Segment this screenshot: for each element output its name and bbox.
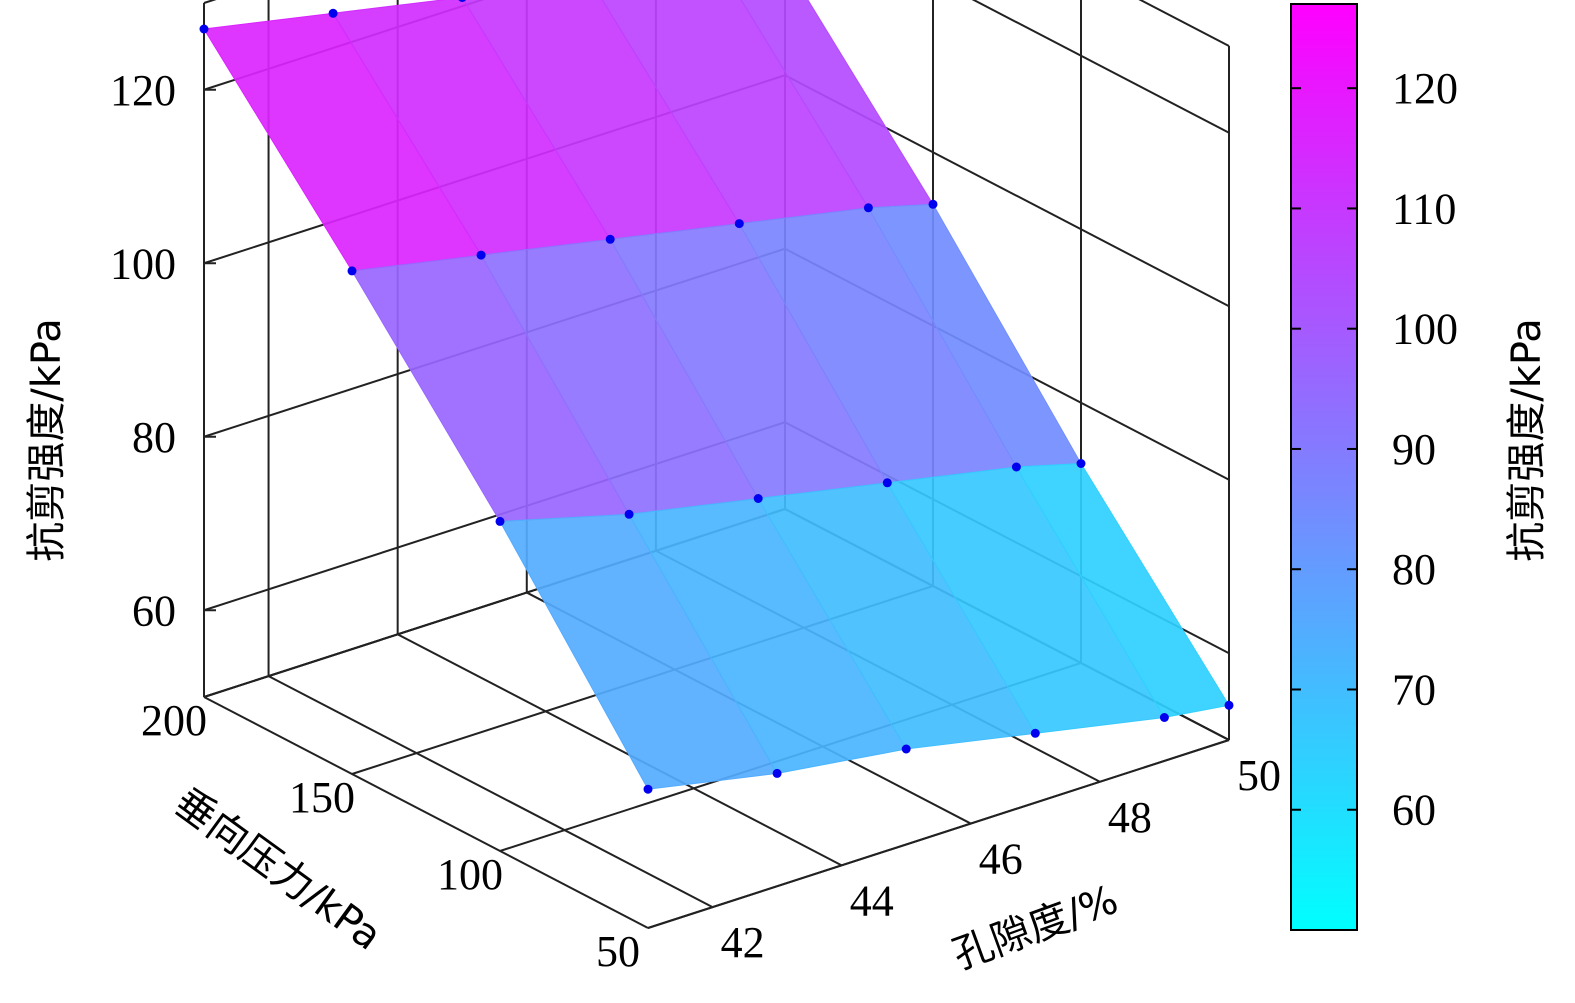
y-axis-label: 垂向压力/kPa bbox=[166, 779, 390, 959]
colorbar-tick-label: 80 bbox=[1392, 545, 1436, 594]
z-axis-label: 抗剪强度/kPa bbox=[24, 318, 70, 561]
data-point bbox=[476, 250, 486, 260]
x-axis-label-group: 孔隙度/% bbox=[947, 877, 1124, 979]
floor-gridline bbox=[397, 633, 843, 867]
z-tick-label: 80 bbox=[132, 413, 176, 462]
surface bbox=[203, 0, 1230, 790]
data-point bbox=[347, 266, 357, 276]
data-point bbox=[1224, 700, 1234, 710]
data-point bbox=[643, 784, 653, 794]
floor-gridline bbox=[647, 739, 1230, 929]
x-tick-label: 44 bbox=[850, 876, 894, 925]
colorbar-tick-label: 110 bbox=[1392, 184, 1456, 233]
data-point bbox=[605, 234, 615, 244]
y-tick-label: 150 bbox=[289, 773, 355, 822]
colorbar-tick-label: 120 bbox=[1392, 64, 1458, 113]
floor-gridline bbox=[268, 675, 714, 908]
x-tick-label: 46 bbox=[979, 835, 1023, 884]
floor-gridline bbox=[203, 696, 649, 929]
z-axis-label-group: 抗剪强度/kPa bbox=[24, 318, 70, 561]
tick-labels: 60 80 100 120 42 44 46 48 50 50 100 150 200 bbox=[110, 66, 1281, 976]
z-tick-label: 60 bbox=[132, 586, 176, 635]
data-point bbox=[199, 24, 209, 34]
x-tick-label: 48 bbox=[1108, 793, 1152, 842]
z-tick-label: 100 bbox=[110, 239, 176, 288]
colorbar-label-group: 抗剪强度/kPa bbox=[1504, 318, 1550, 561]
data-point bbox=[1011, 462, 1021, 472]
x-axis-label: 孔隙度/% bbox=[947, 877, 1124, 979]
data-point bbox=[928, 199, 938, 209]
y-tick-label: 50 bbox=[596, 927, 640, 976]
y-axis-label-group: 垂向压力/kPa bbox=[166, 779, 390, 959]
colorbar-fill bbox=[1290, 3, 1358, 931]
data-point bbox=[495, 516, 505, 526]
data-point bbox=[624, 509, 634, 519]
y-tick-label: 100 bbox=[437, 850, 503, 899]
data-point bbox=[882, 478, 892, 488]
colorbar-label: 抗剪强度/kPa bbox=[1504, 318, 1550, 561]
data-points bbox=[199, 0, 1234, 794]
colorbar-tick-label: 90 bbox=[1392, 425, 1436, 474]
side-wall-gridline bbox=[971, 0, 1230, 134]
data-point bbox=[901, 744, 911, 754]
data-point bbox=[1030, 728, 1040, 738]
colorbar-tick-label: 70 bbox=[1392, 666, 1436, 715]
colorbar: 60 70 80 90 100 110 120 bbox=[1290, 3, 1458, 931]
data-point bbox=[734, 219, 744, 229]
colorbar-ticks: 60 70 80 90 100 110 120 bbox=[1291, 64, 1458, 835]
colorbar-tick-label: 100 bbox=[1392, 305, 1458, 354]
data-point bbox=[753, 494, 763, 503]
data-point bbox=[863, 203, 873, 213]
z-tick-label: 120 bbox=[110, 66, 176, 115]
y-tick-label: 200 bbox=[141, 696, 207, 745]
data-point bbox=[1159, 713, 1169, 722]
data-point bbox=[772, 768, 782, 778]
data-point bbox=[458, 0, 466, 2]
x-tick-label: 50 bbox=[1237, 751, 1281, 800]
side-wall-gridline bbox=[1138, 0, 1230, 47]
data-point bbox=[1076, 459, 1086, 468]
x-tick-label: 42 bbox=[721, 918, 765, 967]
data-point bbox=[328, 8, 338, 18]
colorbar-tick-label: 60 bbox=[1392, 786, 1436, 835]
